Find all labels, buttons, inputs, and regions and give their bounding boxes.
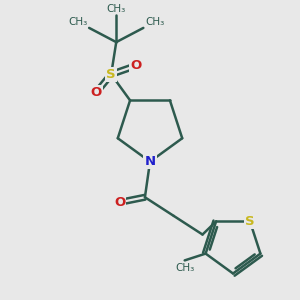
Text: CH₃: CH₃	[106, 4, 126, 14]
Text: O: O	[90, 86, 101, 100]
Text: O: O	[114, 196, 125, 209]
Text: CH₃: CH₃	[145, 16, 164, 26]
Text: S: S	[106, 68, 116, 81]
Text: S: S	[245, 215, 255, 228]
Text: CH₃: CH₃	[175, 263, 194, 273]
Text: N: N	[144, 155, 156, 168]
Text: O: O	[130, 59, 141, 72]
Text: CH₃: CH₃	[68, 16, 87, 26]
